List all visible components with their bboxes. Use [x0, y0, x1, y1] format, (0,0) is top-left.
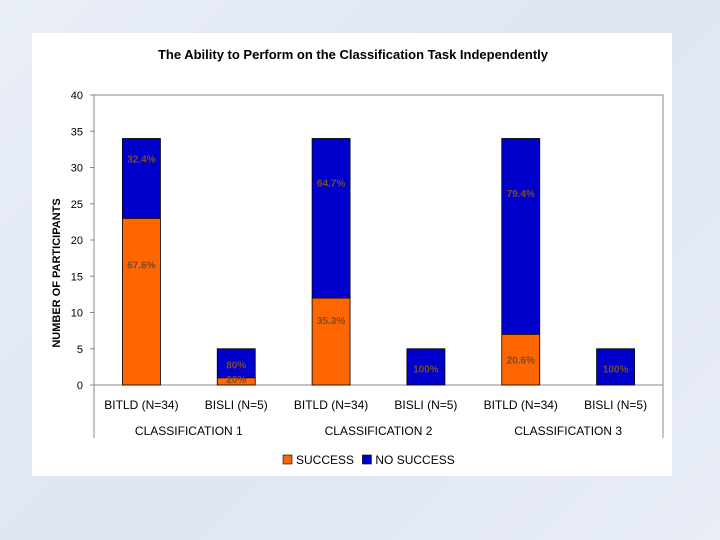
- bar-segment-no-success: [596, 348, 635, 386]
- x-tick-label: BISLI (N=5): [584, 398, 647, 412]
- chart-title: The Ability to Perform on the Classifica…: [158, 47, 549, 62]
- legend: SUCCESS NO SUCCESS: [282, 453, 455, 467]
- bar-data-label: 100%: [603, 365, 629, 376]
- bar-labels-layer: 67.6% 32.4% 20% 80% 35.3% 64.7% 100% 20.6% 79.4%…: [127, 154, 628, 385]
- y-axis-ticks: 0 5 10 15 20 25 30 35 40: [71, 90, 94, 392]
- x-tick-label: BITLD (N=34): [294, 398, 368, 412]
- x-tick-label: BISLI (N=5): [394, 398, 457, 412]
- legend-entry: NO SUCCESS: [375, 453, 454, 467]
- bar-data-label: 32.4%: [127, 154, 155, 165]
- bar-data-label: 100%: [413, 365, 439, 376]
- bar-segment-no-success: [311, 138, 351, 299]
- bars-layer: [122, 138, 635, 386]
- y-tick-label: 40: [71, 90, 83, 102]
- group-label: CLASSIFICATION 3: [514, 424, 622, 438]
- stacked-bar-chart: The Ability to Perform on the Classifica…: [51, 47, 664, 467]
- bar-data-label: 80%: [226, 361, 246, 372]
- y-tick-label: 20: [71, 235, 83, 247]
- legend-swatch: [282, 454, 293, 465]
- group-labels: CLASSIFICATION 1 CLASSIFICATION 2 CLASSIFI…: [135, 424, 622, 438]
- bar-data-label: 20.6%: [507, 356, 535, 367]
- y-tick-label: 0: [77, 380, 83, 392]
- bar-data-label: 20%: [226, 375, 246, 386]
- bar-data-label: 64.7%: [317, 178, 345, 189]
- x-axis-ticks: BITLD (N=34) BISLI (N=5) BITLD (N=34) BISLI…: [104, 398, 647, 412]
- bar-segment-success: [311, 297, 351, 386]
- bar-data-label: 67.6%: [127, 260, 155, 271]
- y-tick-label: 35: [71, 126, 83, 138]
- x-tick-label: BITLD (N=34): [104, 398, 178, 412]
- x-tick-label: BITLD (N=34): [484, 398, 558, 412]
- y-axis-label: NUMBER OF PARTICIPANTS: [51, 198, 63, 347]
- y-tick-label: 30: [71, 163, 83, 175]
- y-tick-label: 25: [71, 199, 83, 211]
- y-tick-label: 10: [71, 308, 83, 320]
- legend-swatch: [362, 454, 372, 465]
- group-label: CLASSIFICATION 2: [325, 424, 433, 438]
- bar-data-label: 35.3%: [317, 316, 345, 327]
- bar-data-label: 79.4%: [507, 189, 535, 200]
- y-tick-label: 5: [77, 344, 83, 356]
- x-tick-label: BISLI (N=5): [205, 398, 268, 412]
- bar-segment-no-success: [122, 138, 161, 219]
- bar-segment-no-success: [216, 348, 256, 379]
- bar-segment-no-success: [501, 138, 541, 335]
- y-tick-label: 15: [71, 271, 83, 283]
- legend-entry: SUCCESS: [296, 453, 354, 467]
- plot-frame: [93, 94, 664, 386]
- bar-segment-success: [122, 217, 161, 386]
- slide-panel: The Ability to Perform on the Classifica…: [32, 33, 672, 476]
- group-label: CLASSIFICATION 1: [135, 424, 243, 438]
- bar-segment-no-success: [406, 348, 446, 386]
- bar-segment-success: [501, 333, 541, 386]
